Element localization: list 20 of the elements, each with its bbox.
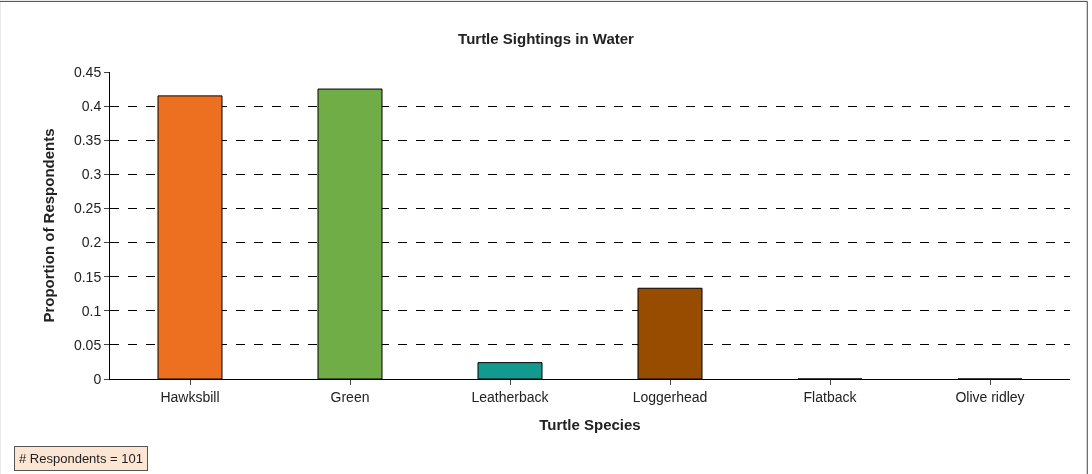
x-tick-label: Green bbox=[330, 388, 370, 405]
x-tick-label: Loggerhead bbox=[632, 388, 708, 405]
x-tick-label: Hawksbill bbox=[160, 388, 220, 405]
x-tick-label: Leatherback bbox=[471, 388, 550, 405]
chart-title: Turtle Sightings in Water bbox=[458, 29, 635, 47]
x-tick-label: Flatback bbox=[803, 388, 858, 405]
y-axis-title: Proportion of Respondents bbox=[40, 128, 58, 323]
y-tick-label: 0.3 bbox=[81, 166, 102, 183]
y-tick-label: 0.4 bbox=[81, 98, 102, 115]
y-tick-label: 0.25 bbox=[73, 200, 102, 217]
x-tick-label: Olive ridley bbox=[955, 388, 1025, 405]
y-tick-label: 0.05 bbox=[73, 336, 102, 353]
y-tick-label: 0.1 bbox=[81, 302, 102, 319]
y-tick-label: 0 bbox=[93, 370, 102, 387]
y-tick-label: 0.45 bbox=[73, 63, 102, 80]
text: # Respondents = 101 bbox=[19, 451, 143, 466]
y-tick-label: 0.35 bbox=[73, 132, 102, 149]
y-tick-label: 0.2 bbox=[81, 234, 102, 251]
y-tick-label: 0.15 bbox=[73, 268, 102, 285]
x-axis-title: Turtle Species bbox=[539, 415, 641, 433]
